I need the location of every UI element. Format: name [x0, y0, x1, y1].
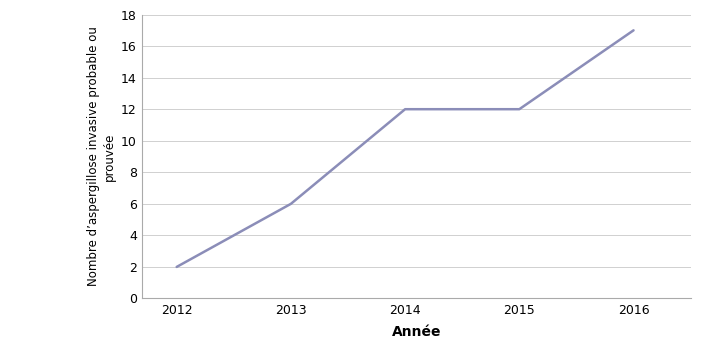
Y-axis label: Nombre d’aspergillose invasive probable ou
prouvée: Nombre d’aspergillose invasive probable …: [88, 27, 115, 286]
X-axis label: Année: Année: [392, 325, 441, 339]
